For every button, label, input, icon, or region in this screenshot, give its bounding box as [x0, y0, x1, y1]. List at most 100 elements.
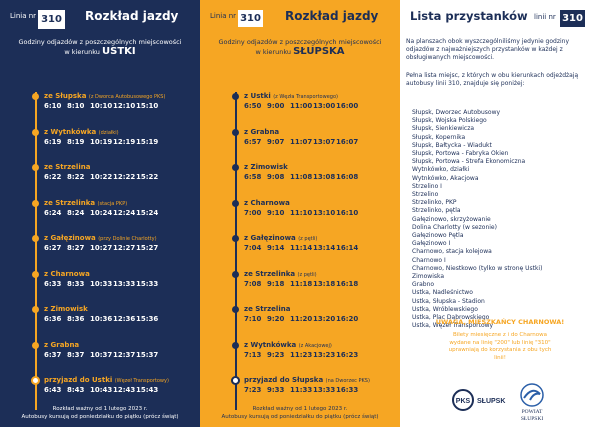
departure-time: 16:08	[336, 173, 359, 181]
stop-times: 6:10 8:10 10:1012:1015:10	[44, 102, 159, 110]
departure-time: 16:10	[336, 208, 359, 217]
stop-name: z Charnowa	[244, 199, 290, 207]
stop-times: 6:27 8:27 10:2712:2715:27	[44, 244, 159, 252]
stop-list-item: Ustka, Nadleśnictwo	[412, 289, 473, 297]
stop-name-text: z Charnowa	[244, 198, 290, 207]
stop-name-text: z Grabna	[44, 340, 80, 349]
departure-time: 9:07	[267, 137, 285, 146]
departure-time: 13:14	[313, 244, 336, 252]
departure-time: 8:24	[67, 208, 85, 217]
full-list-paragraph: Pełna lista miejsc, z których w obu kier…	[406, 72, 579, 87]
stop-name-text: z Zimowisk	[44, 305, 88, 313]
departure-time: 10:22	[90, 173, 113, 181]
stop-note: (z Dworca Autobusowego PKS)	[88, 94, 166, 100]
departure-time: 10:43	[90, 386, 113, 394]
stop-times: 6:36 8:36 10:3612:3615:36	[44, 315, 159, 323]
logo-slupski-text: SŁUPSKI	[521, 416, 543, 422]
stop-list-item: Ustka, Wróblewskiego	[412, 305, 478, 313]
stop-note: (na Dworzec PKS)	[325, 378, 370, 384]
stop-list: Słupsk, Dworzec Autobusowy Słupsk, Wojska…	[412, 109, 542, 330]
logo-pks-text: PKS	[456, 398, 471, 405]
stop-name: ze Strzelina	[244, 305, 290, 313]
route-line	[35, 92, 37, 410]
stop-times: 7:13 9:23 11:2313:2316:23	[244, 351, 359, 359]
departure-time: 7:00	[244, 208, 262, 217]
stop-name: z Wytnkówka (z Akacjowej)	[244, 341, 332, 349]
departure-time: 7:08	[244, 279, 262, 288]
stop-times: 6:22 8:22 10:2212:2215:22	[44, 173, 159, 181]
stop-name: przyjazd do Ustki (Węzeł Transportowy)	[44, 376, 169, 384]
stop-list-item: Słupsk, Portowa - Fabryka Okien	[412, 150, 509, 158]
stop-times: 7:00 9:10 11:1013:1016:10	[244, 209, 359, 217]
stop-list-item: Wytnkówko, Akacjowa	[412, 174, 479, 182]
departure-time: 10:10	[90, 102, 113, 110]
departure-time: 8:37	[67, 350, 85, 359]
stop-list-item: Gałęzinowo, skrzyżowanie	[412, 215, 491, 223]
line-number-badge: 310	[38, 10, 65, 29]
panel-header: Lista przystanków linii nr 310	[410, 8, 592, 30]
departure-time: 15:27	[136, 244, 159, 252]
departure-time: 15:22	[136, 173, 159, 181]
direction-line: w kierunku USTKI	[6, 47, 194, 57]
departure-time: 7:13	[244, 350, 262, 359]
stop-list-item: Słupsk, Bałtycka - Wiadukt	[412, 141, 492, 149]
stop-name-text: z Gałęzinowa	[244, 234, 296, 242]
departure-time: 6:43	[44, 386, 62, 394]
departure-time: 12:19	[113, 137, 136, 146]
stop-list-item: Słupsk, Dworzec Autobusowy	[412, 109, 501, 116]
panel-intro: Godziny odjazdów z poszczególnych miejsc…	[206, 38, 394, 57]
stop-name-text: przyjazd do Ustki	[44, 376, 113, 384]
stop-list-item: Ustka, Plac Dąbrowskiego	[412, 314, 490, 322]
departure-time: 10:33	[90, 279, 113, 288]
stop-marker	[32, 164, 39, 171]
stop-times: 7:10 9:20 11:2013:2016:20	[244, 315, 359, 323]
departure-time: 9:20	[267, 315, 285, 323]
stop-note: (z pętli)	[298, 236, 318, 242]
footer-days: Autobusy kursują od poniedziałku do piąt…	[221, 414, 379, 420]
departure-time: 11:20	[290, 315, 313, 323]
stop-note: (z Akacjowej)	[298, 342, 332, 349]
stop-note: (Węzeł Transportowy)	[114, 378, 169, 384]
stop-marker	[232, 341, 239, 349]
stop-name-text: z Ustki	[244, 92, 271, 100]
departure-time: 8:22	[67, 173, 85, 181]
stop-times: 6:50 9:00 11:0013:0016:00	[244, 102, 359, 110]
line-label: Linia nr	[10, 12, 37, 20]
departure-time: 16:07	[336, 137, 359, 146]
stop-name: ze Strzelina	[44, 163, 90, 171]
stop-times: 7:08 9:18 11:1813:1816:18	[244, 280, 359, 288]
departure-time: 6:50	[244, 102, 262, 110]
stop-list-item: Strzelinko, pętla	[412, 207, 461, 215]
departure-time: 13:20	[313, 315, 336, 323]
departure-time: 13:23	[313, 350, 336, 359]
stop-marker	[32, 128, 39, 136]
stop-name: z Gałęzinowa (przy Dolinie Charlotty)	[44, 234, 157, 242]
departure-time: 7:10	[244, 315, 262, 323]
intro-text: Godziny odjazdów z poszczególnych miejsc…	[18, 38, 182, 46]
stop-name: z Charnowa	[44, 270, 90, 278]
stop-name: z Grabna	[244, 128, 279, 136]
departure-time: 9:10	[267, 208, 285, 217]
stop-marker	[32, 270, 39, 278]
warning-text: Bilety miesięczne z i do Charnowa wydane…	[448, 332, 552, 361]
departure-time: 8:19	[67, 137, 85, 146]
stop-name: z Ustki (z Węzła Transportowego)	[244, 92, 338, 100]
departure-time: 16:14	[336, 244, 359, 252]
stop-list-item: Charnowo I	[412, 256, 446, 264]
panel-to-slupsk: Linia nr 310 Rozkład jazdy Godziny odjaz…	[200, 0, 400, 427]
departure-time: 13:08	[313, 173, 336, 181]
pks-slupsk-logo: PKS SŁUPSK	[452, 389, 512, 415]
line-number-badge: 310	[560, 10, 585, 27]
departure-time: 11:07	[290, 137, 313, 146]
stop-name-text: z Zimowisk	[244, 163, 288, 171]
stop-times: 6:58 9:08 11:0813:0816:08	[244, 173, 359, 181]
departure-time: 13:18	[313, 279, 336, 288]
stop-name: ze Strzelinka (stacja PKP)	[44, 199, 127, 207]
stop-note: (stacja PKP)	[97, 200, 128, 207]
departure-time: 16:18	[336, 279, 359, 288]
stop-list-item: Słupsk, Portowa - Strefa Ekonomiczna	[412, 158, 526, 166]
panel-to-ustka: Linia nr 310 Rozkład jazdy Godziny odjaz…	[0, 0, 200, 427]
stop-times: 6:37 8:37 10:3712:3715:37	[44, 351, 159, 359]
departure-time: 9:14	[267, 244, 285, 252]
